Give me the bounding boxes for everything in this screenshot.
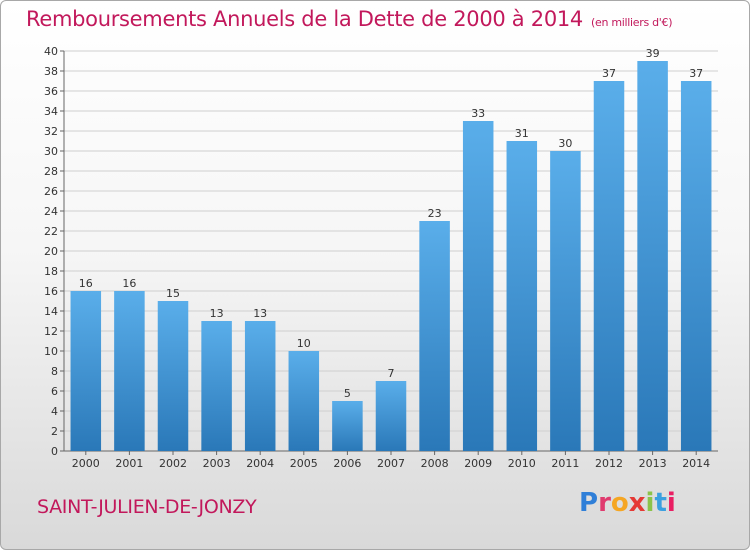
logo-letter: r (598, 488, 611, 518)
data-label: 37 (689, 67, 703, 80)
data-label: 13 (253, 307, 267, 320)
chart-unit: (en milliers d'€) (591, 16, 673, 29)
y-tick-label: 2 (51, 425, 58, 438)
y-tick-label: 6 (51, 385, 58, 398)
logo-letter: i (666, 488, 676, 518)
y-tick-label: 28 (44, 165, 58, 178)
x-tick-label: 2001 (115, 457, 143, 470)
bar (114, 291, 145, 451)
y-tick-label: 30 (44, 145, 58, 158)
x-tick-label: 2004 (246, 457, 274, 470)
bar (332, 401, 363, 451)
y-tick-label: 34 (44, 105, 58, 118)
y-tick-label: 32 (44, 125, 58, 138)
bar (593, 81, 625, 451)
data-label: 23 (428, 207, 442, 220)
data-label: 31 (515, 127, 529, 140)
y-tick-label: 40 (44, 45, 58, 58)
data-label: 5 (344, 387, 351, 400)
x-tick-label: 2006 (333, 457, 361, 470)
logo-letter: x (628, 488, 646, 518)
data-label: 13 (210, 307, 224, 320)
bar (157, 301, 189, 451)
y-tick-label: 4 (51, 405, 58, 418)
data-label: 39 (646, 47, 660, 60)
x-tick-label: 2005 (290, 457, 318, 470)
y-tick-label: 24 (44, 205, 58, 218)
x-tick-label: 2010 (508, 457, 536, 470)
y-tick-label: 8 (51, 365, 58, 378)
logo-letter: P (579, 488, 599, 518)
y-tick-label: 20 (44, 245, 58, 258)
y-tick-label: 18 (44, 265, 58, 278)
data-label: 33 (471, 107, 485, 120)
y-tick-label: 14 (44, 305, 58, 318)
bar (462, 121, 494, 451)
bar (419, 221, 450, 451)
data-label: 30 (558, 137, 572, 150)
y-tick-label: 36 (44, 85, 58, 98)
y-tick-label: 26 (44, 185, 58, 198)
x-tick-label: 2008 (421, 457, 449, 470)
bar (550, 151, 581, 451)
data-label: 16 (122, 277, 136, 290)
x-tick-label: 2012 (595, 457, 623, 470)
chart-title-text: Remboursements Annuels de la Dette de 20… (26, 7, 583, 31)
logo-letter: i (645, 488, 655, 518)
x-tick-label: 2007 (377, 457, 405, 470)
bar (288, 351, 320, 451)
logo-letter: o (610, 488, 629, 518)
x-tick-label: 2002 (159, 457, 187, 470)
bar (637, 61, 668, 451)
x-tick-label: 2009 (464, 457, 492, 470)
bar (375, 381, 407, 451)
bar (680, 81, 712, 451)
y-tick-label: 0 (51, 445, 58, 458)
chart-title: Remboursements Annuels de la Dette de 20… (26, 7, 672, 31)
x-tick-label: 2013 (639, 457, 667, 470)
y-tick-label: 22 (44, 225, 58, 238)
data-label: 16 (79, 277, 93, 290)
data-label: 37 (602, 67, 616, 80)
bar (506, 141, 538, 451)
y-tick-label: 10 (44, 345, 58, 358)
data-label: 15 (166, 287, 180, 300)
bar (201, 321, 232, 451)
data-label: 10 (297, 337, 311, 350)
x-tick-label: 2000 (72, 457, 100, 470)
proxiti-logo: Proxiti (579, 488, 676, 518)
x-tick-label: 2011 (551, 457, 579, 470)
data-label: 7 (388, 367, 395, 380)
x-tick-label: 2014 (682, 457, 710, 470)
y-tick-label: 12 (44, 325, 58, 338)
bar (244, 321, 276, 451)
y-tick-label: 38 (44, 65, 58, 78)
commune-name: SAINT-JULIEN-DE-JONZY (37, 496, 257, 518)
logo-letter: t (654, 488, 667, 518)
x-tick-label: 2003 (203, 457, 231, 470)
bar (70, 291, 102, 451)
y-tick-label: 16 (44, 285, 58, 298)
